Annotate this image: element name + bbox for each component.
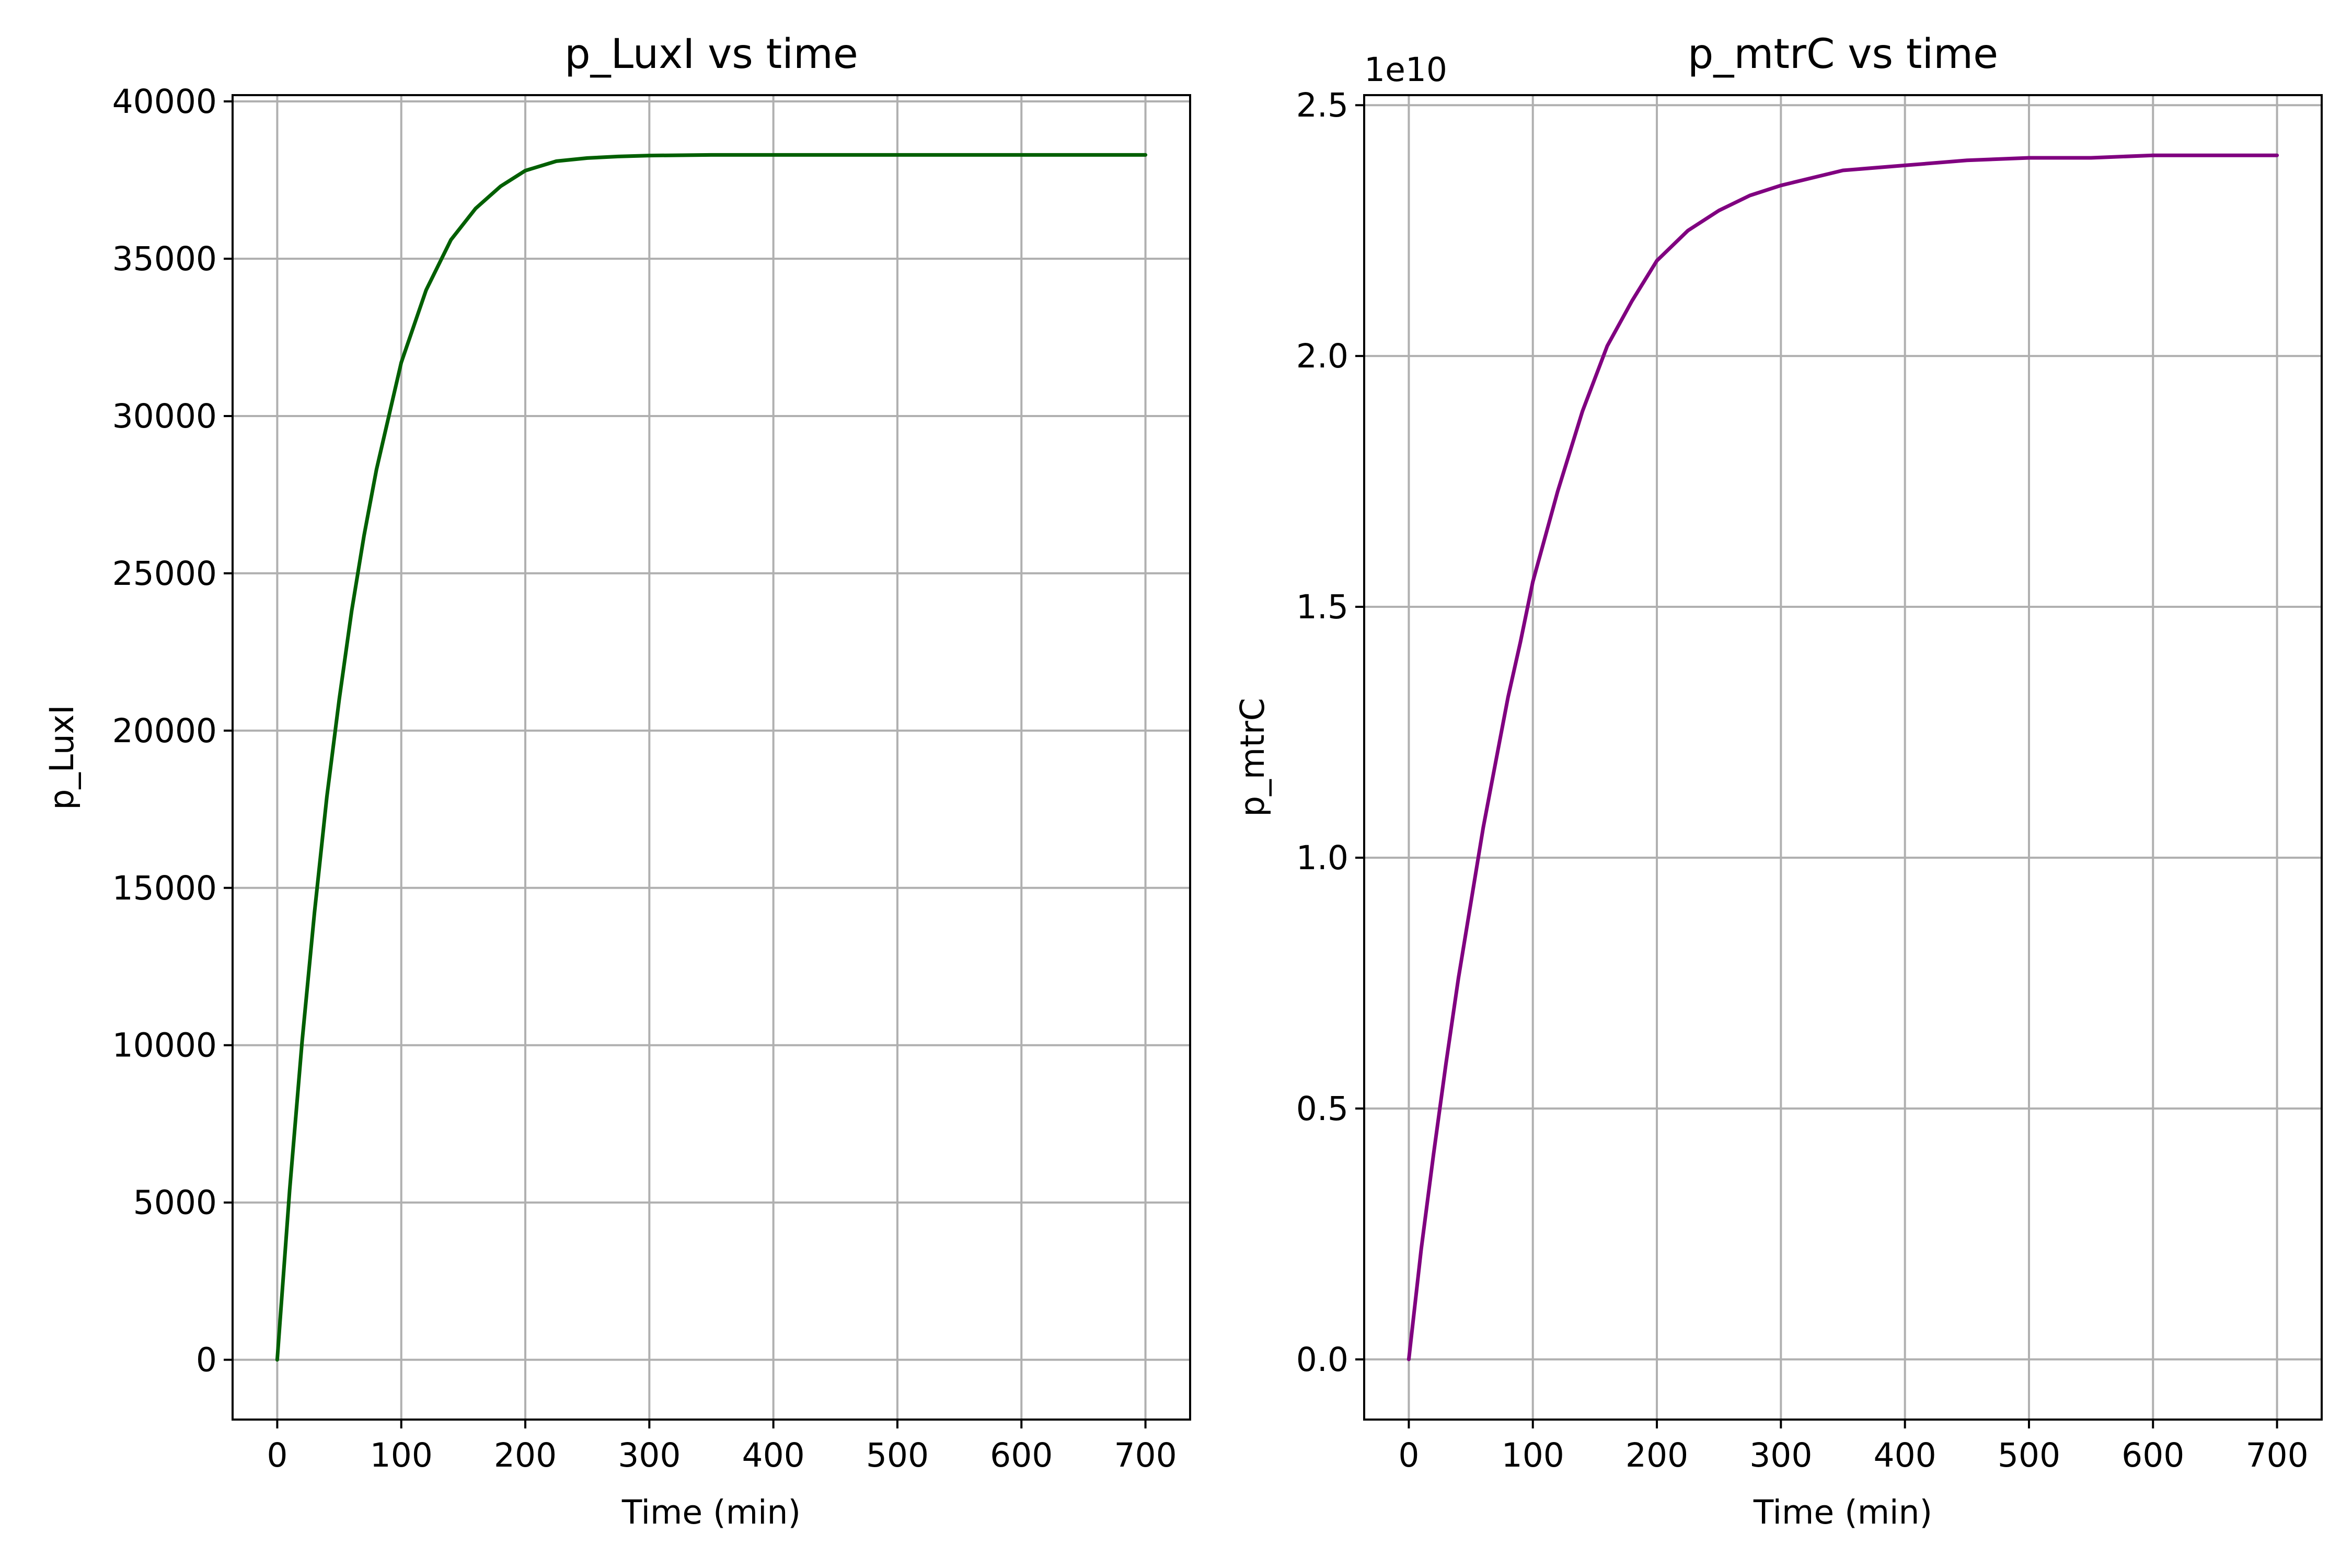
mtrc-y-ticks: 0.0 0.5 1.0 1.5 2.0 2.5 [1296,86,1364,1379]
luxi-chart-title: p_LuxI vs time [564,31,858,78]
luxi-x-axis-label: Time (min) [621,1493,801,1531]
luxi-y-tick-label: 25000 [112,555,217,593]
luxi-x-tick-label: 700 [1114,1436,1177,1474]
mtrc-x-tick-label: 600 [2122,1436,2184,1474]
luxi-y-tick-label: 40000 [112,83,217,121]
luxi-x-tick-label: 400 [742,1436,805,1474]
mtrc-x-tick-label: 200 [1625,1436,1688,1474]
luxi-x-tick-label: 300 [618,1436,681,1474]
mtrc-y-axis-label: p_mtrC [1233,698,1272,816]
mtrc-y-tick-label: 0.5 [1296,1090,1348,1128]
luxi-y-ticks: 0 5000 10000 15000 20000 25000 30000 35000 40000 [112,83,233,1379]
luxi-x-tick-label: 600 [990,1436,1053,1474]
luxi-y-tick-label: 35000 [112,240,217,278]
luxi-y-tick-label: 30000 [112,397,217,435]
luxi-axes-frame [232,94,1191,1421]
mtrc-y-tick-label: 2.0 [1296,337,1348,375]
mtrc-x-tick-label: 100 [1502,1436,1564,1474]
luxi-y-tick-label: 5000 [133,1184,217,1222]
mtrc-x-tick-label: 400 [1874,1436,1936,1474]
luxi-x-tick-label: 0 [267,1436,287,1474]
luxi-grid [233,95,1190,1420]
mtrc-chart-title: p_mtrC vs time [1688,31,1998,78]
luxi-y-tick-label: 10000 [112,1027,217,1065]
luxi-series-line [275,153,1148,1362]
luxi-x-tick-label: 100 [370,1436,433,1474]
mtrc-y-offset-text: 1e10 [1364,51,1447,89]
mtrc-y-tick-label: 1.0 [1296,839,1348,877]
mtrc-x-tick-label: 300 [1749,1436,1812,1474]
luxi-series [275,153,1148,1362]
luxi-y-tick-label: 0 [196,1341,217,1379]
mtrc-y-tick-label: 0.0 [1296,1341,1348,1379]
luxi-plot-panel: 0 100 200 300 400 500 600 700 0 5000 10000 15000 20… [43,31,1191,1531]
mtrc-plot-panel: 0 100 200 300 400 500 600 700 0.0 0.5 1.0 1.5 2.0 2.… [1233,31,2323,1531]
luxi-y-tick-label: 20000 [112,712,217,750]
mtrc-y-tick-label: 2.5 [1296,86,1348,124]
mtrc-x-tick-label: 0 [1398,1436,1419,1474]
mtrc-series [1406,153,2279,1362]
luxi-x-ticks: 0 100 200 300 400 500 600 700 [267,1420,1177,1474]
mtrc-x-ticks: 0 100 200 300 400 500 600 700 [1398,1420,2309,1474]
luxi-x-tick-label: 500 [866,1436,929,1474]
mtrc-x-tick-label: 500 [1998,1436,2060,1474]
mtrc-axes-frame [1363,94,2323,1421]
luxi-y-tick-label: 15000 [112,869,217,907]
mtrc-x-tick-label: 700 [2245,1436,2308,1474]
mtrc-y-tick-label: 1.5 [1296,588,1348,626]
mtrc-x-axis-label: Time (min) [1753,1493,1932,1531]
luxi-y-axis-label: p_LuxI [43,705,81,810]
mtrc-series-line [1406,153,2279,1362]
luxi-x-tick-label: 200 [494,1436,557,1474]
mtrc-grid [1364,95,2322,1420]
